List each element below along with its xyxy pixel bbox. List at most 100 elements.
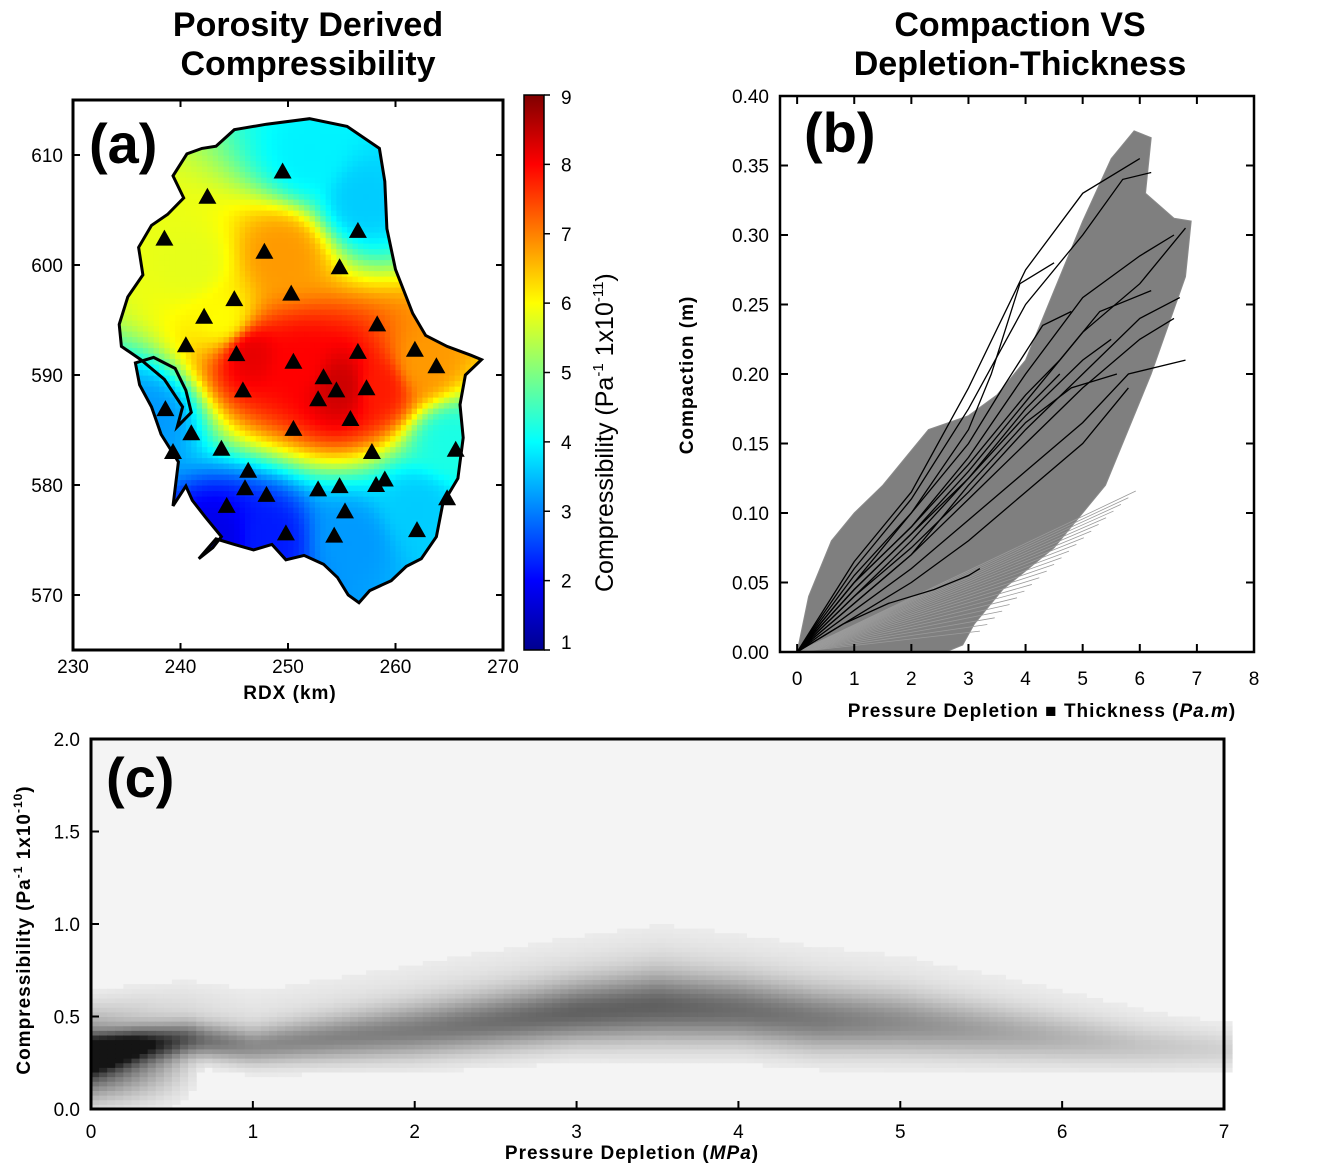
heat-cell xyxy=(207,347,214,354)
heat-cell xyxy=(202,287,208,294)
heat-cell xyxy=(331,413,337,420)
heat-cell xyxy=(169,600,176,603)
heat-cell xyxy=(164,138,171,145)
heat-cell xyxy=(325,144,332,151)
heat-cell xyxy=(255,375,262,382)
heat-cell xyxy=(100,623,106,629)
heat-cell xyxy=(175,595,182,602)
heat-cell xyxy=(121,441,128,448)
heat-cell xyxy=(331,204,337,211)
heat-cell xyxy=(288,270,294,277)
heat-cell xyxy=(126,259,133,266)
heat-cell xyxy=(185,270,192,277)
heat-cell xyxy=(272,612,278,618)
heat-cell xyxy=(159,199,165,206)
heat-cell xyxy=(336,149,343,156)
heat-cell xyxy=(137,474,144,481)
heat-cell xyxy=(320,155,327,162)
heat-cell xyxy=(105,309,111,315)
heat-cell xyxy=(223,265,230,272)
heat-cell xyxy=(213,617,219,623)
heat-cell xyxy=(95,238,101,244)
heat-cell xyxy=(320,270,327,277)
heat-cell xyxy=(100,298,106,304)
heat-cell xyxy=(277,600,284,603)
heat-cell xyxy=(148,419,155,426)
heat-cell xyxy=(266,452,273,459)
heat-cell xyxy=(132,424,139,431)
heat-cell xyxy=(95,529,101,535)
heat-cell xyxy=(320,540,327,547)
heat-cell xyxy=(261,188,268,195)
heat-cell xyxy=(153,364,160,371)
heat-cell xyxy=(223,512,230,519)
heat-cell xyxy=(293,501,300,508)
heat-cell xyxy=(239,342,246,349)
heat-cell xyxy=(191,160,198,167)
heat-cell xyxy=(320,534,327,541)
heat-cell xyxy=(298,149,305,156)
heat-cell xyxy=(218,210,225,217)
heat-cell xyxy=(239,287,246,294)
heat-cell xyxy=(207,369,214,376)
heat-cell xyxy=(142,358,149,365)
heat-cell xyxy=(314,232,321,239)
heat-cell xyxy=(304,199,311,206)
heat-cell xyxy=(331,380,337,387)
heat-cell xyxy=(240,106,246,112)
heat-cell xyxy=(164,540,171,547)
heat-cell xyxy=(288,281,294,288)
heat-cell xyxy=(245,138,251,145)
heat-cell xyxy=(336,529,343,536)
heat-cell xyxy=(320,612,326,618)
heat-cell xyxy=(298,182,305,189)
heat-cell xyxy=(207,182,214,189)
heat-cell xyxy=(239,441,246,448)
heat-cell xyxy=(169,303,176,310)
heat-cell xyxy=(298,468,305,475)
heat-cell xyxy=(218,391,225,398)
heat-cell xyxy=(229,628,235,634)
heat-cell xyxy=(245,600,251,603)
heat-cell xyxy=(153,545,160,552)
heat-cell xyxy=(185,545,192,552)
heat-cell xyxy=(261,529,268,536)
heat-cell xyxy=(126,199,133,206)
heat-cell xyxy=(336,551,343,558)
heat-cell xyxy=(84,441,90,447)
heat-cell xyxy=(185,193,192,200)
heat-cell xyxy=(191,595,198,602)
heat-cell xyxy=(336,342,343,349)
heat-cell xyxy=(159,380,165,387)
heat-cell xyxy=(250,479,257,486)
heat-cell xyxy=(100,529,106,535)
heat-cell xyxy=(78,507,84,513)
heat-cell xyxy=(255,413,262,420)
heat-cell xyxy=(111,408,117,414)
heat-cell xyxy=(261,457,268,464)
heat-cell xyxy=(185,287,192,294)
heat-cell xyxy=(325,166,332,173)
heat-cell xyxy=(314,287,321,294)
heat-cell xyxy=(314,160,321,167)
heat-cell xyxy=(271,386,278,393)
heat-cell xyxy=(245,133,251,140)
heat-cell xyxy=(84,546,90,552)
heat-cell xyxy=(126,364,133,371)
heat-cell xyxy=(234,270,241,277)
heat-cell xyxy=(331,254,337,261)
heat-cell xyxy=(89,469,95,475)
heat-cell xyxy=(304,309,311,316)
heat-cell xyxy=(126,468,133,475)
heat-cell xyxy=(331,551,337,558)
heat-cell xyxy=(207,276,214,283)
heat-cell xyxy=(138,606,144,612)
heat-cell xyxy=(89,260,95,266)
heat-cell xyxy=(164,298,171,305)
heat-cell xyxy=(320,133,327,140)
heat-cell xyxy=(119,243,122,250)
heat-cell xyxy=(202,584,208,591)
heat-cell xyxy=(202,106,208,112)
heat-cell xyxy=(169,375,176,382)
heat-cell xyxy=(175,391,182,398)
